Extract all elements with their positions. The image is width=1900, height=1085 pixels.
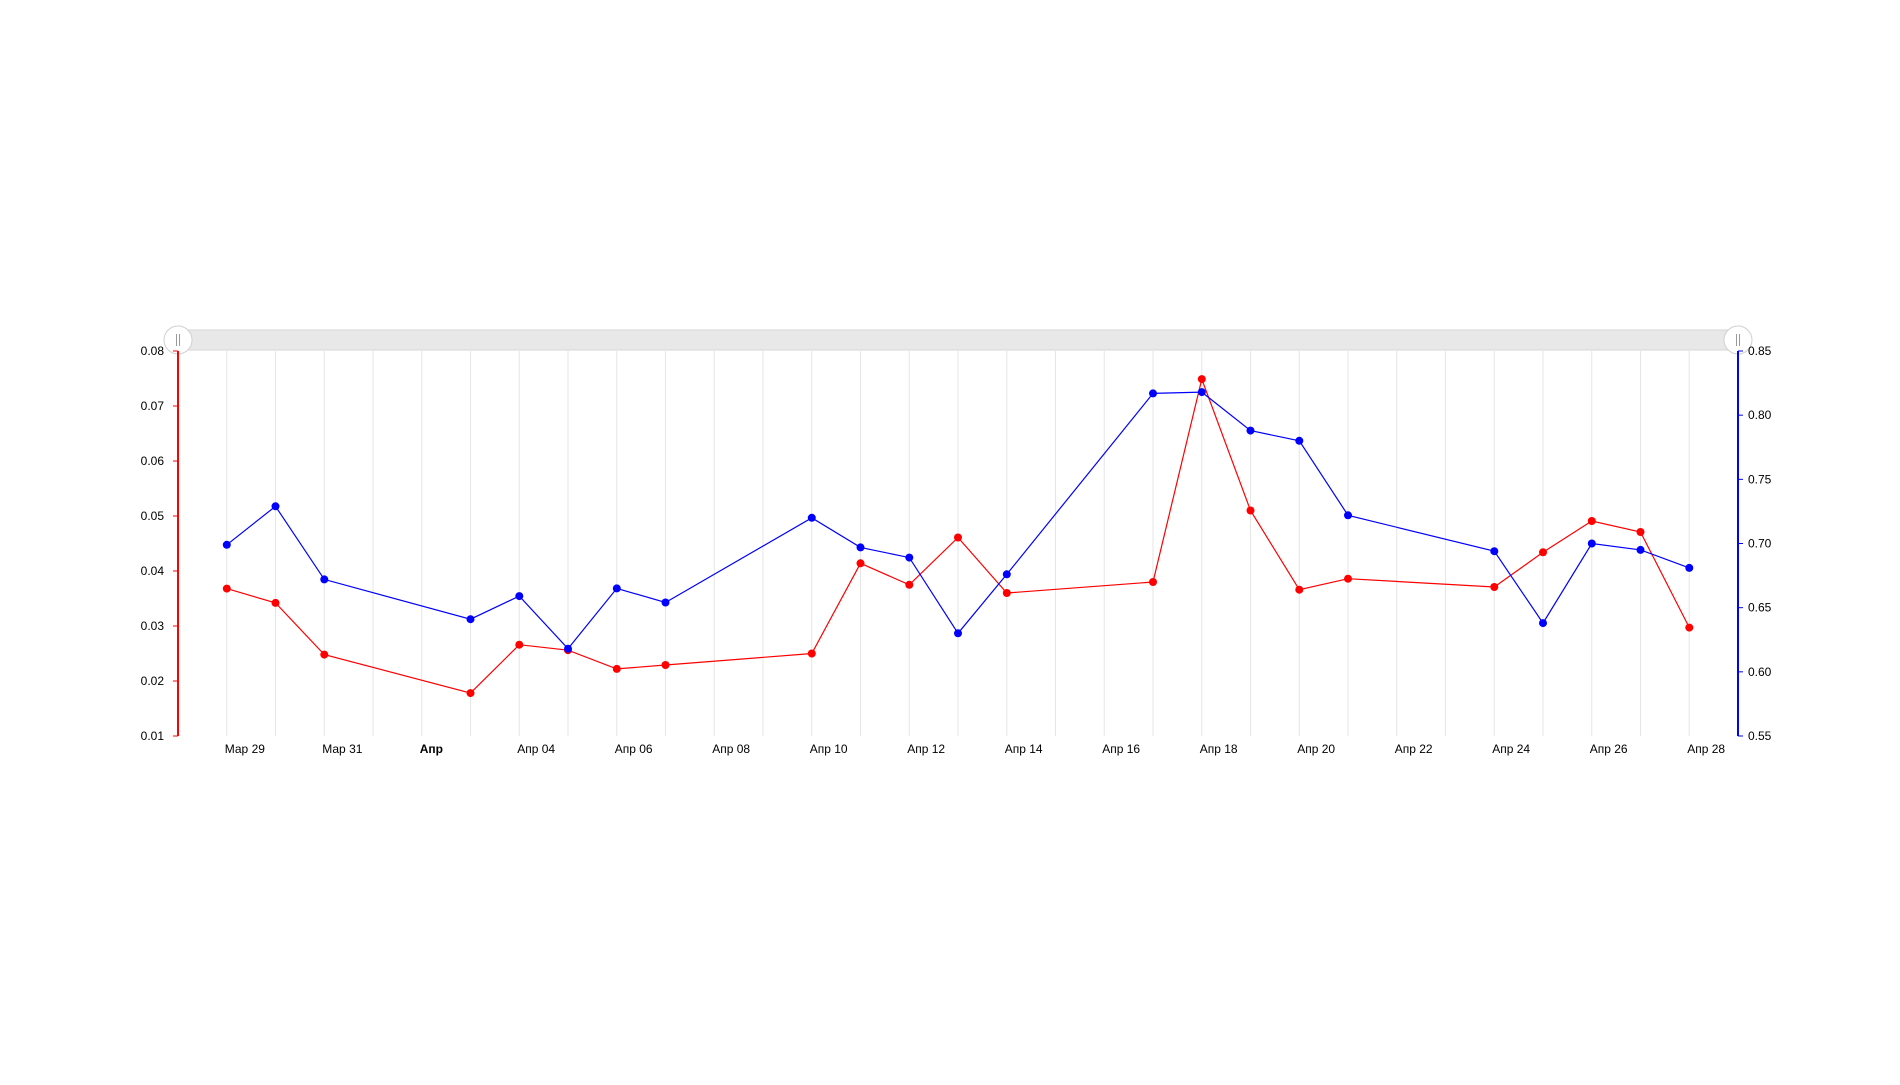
- series-0-point: [1246, 506, 1255, 515]
- series-1-point: [856, 543, 865, 552]
- series-1-point: [954, 629, 962, 638]
- x-axis-tick-label: Апр 28: [1687, 742, 1725, 756]
- x-axis-tick-label: Апр 12: [907, 742, 945, 756]
- right-axis-tick-label: 0.85: [1748, 344, 1772, 358]
- scrollbar-track[interactable]: [177, 329, 1739, 351]
- series-1-point: [1344, 511, 1352, 520]
- series-0-point: [1685, 623, 1694, 632]
- right-axis-tick-label: 0.75: [1748, 472, 1772, 486]
- left-axis-tick-label: 0.06: [141, 454, 165, 468]
- x-axis-tick-label: Апр 26: [1590, 742, 1628, 756]
- left-axis-tick-label: 0.08: [141, 344, 165, 358]
- right-axis-tick-label: 0.65: [1748, 601, 1772, 615]
- series-0-point: [856, 559, 865, 568]
- series-1-point: [661, 598, 670, 607]
- right-axis-tick-label: 0.80: [1748, 408, 1772, 422]
- series-1-point: [905, 553, 914, 562]
- series-0-point: [1197, 375, 1206, 384]
- series-0-point: [466, 689, 475, 698]
- series-0-point: [515, 640, 524, 649]
- series-0-point: [271, 598, 280, 607]
- series-0-point: [1002, 589, 1011, 597]
- left-axis-tick-label: 0.02: [141, 674, 165, 688]
- series-0-point: [612, 664, 621, 673]
- x-axis-tick-label: Апр 16: [1102, 742, 1140, 756]
- x-axis-tick-label: Апр: [420, 742, 443, 756]
- series-1-point: [271, 502, 280, 511]
- series-0-point: [1149, 578, 1157, 586]
- tick-labels: 0.01 0.02 0.03 0.04 0.05 0.06 0.07 0.08 0.55 0.60…: [141, 344, 1772, 756]
- left-axis-tick-label: 0.04: [141, 564, 165, 578]
- series-0-point: [1636, 528, 1645, 536]
- series-1-point: [1149, 389, 1157, 398]
- x-axis-tick-label: Апр 06: [615, 742, 653, 756]
- right-axis-tick-label: 0.55: [1748, 729, 1772, 743]
- series-0-point: [1539, 548, 1547, 557]
- series-1-point: [564, 644, 572, 653]
- series-0-point: [320, 650, 329, 659]
- series-0-point: [222, 584, 231, 593]
- axes: [173, 350, 1743, 737]
- series-0-point: [1295, 585, 1304, 594]
- series-1-point: [515, 592, 524, 601]
- series-1-point: [1295, 436, 1304, 445]
- series-1-point: [1490, 547, 1499, 556]
- series-0-point: [1344, 574, 1352, 583]
- x-axis-tick-label: Апр 24: [1492, 742, 1530, 756]
- series-1-point: [1539, 619, 1547, 628]
- series-1-point: [1587, 539, 1596, 548]
- series-0-point: [1587, 517, 1596, 525]
- series-0-point: [1490, 583, 1499, 591]
- scrollbar[interactable]: [163, 325, 1753, 355]
- series-0-point: [661, 661, 670, 669]
- series-1-point: [1246, 426, 1255, 435]
- x-axis-tick-label: Апр 10: [810, 742, 848, 756]
- left-axis-tick-label: 0.03: [141, 619, 165, 633]
- series-1-point: [1636, 545, 1645, 554]
- series-0-point: [954, 533, 962, 542]
- series-0-point: [807, 649, 816, 658]
- series-1-point: [222, 540, 231, 549]
- x-axis-tick-label: Апр 22: [1395, 742, 1433, 756]
- series-1-point: [1002, 570, 1011, 579]
- left-axis-tick-label: 0.07: [141, 399, 165, 413]
- series-layer: [222, 375, 1694, 698]
- scrollbar-left-grip[interactable]: [163, 325, 193, 355]
- series-1-point: [1197, 388, 1206, 397]
- series-0-point: [905, 580, 914, 589]
- x-axis-tick-label: Апр 20: [1297, 742, 1335, 756]
- right-axis-tick-label: 0.60: [1748, 665, 1772, 679]
- left-axis-tick-label: 0.05: [141, 509, 165, 523]
- x-axis-tick-label: Апр 18: [1200, 742, 1238, 756]
- left-axis-tick-label: 0.01: [141, 729, 165, 743]
- series-1-point: [807, 513, 816, 522]
- series-1-point: [320, 575, 329, 584]
- x-axis-tick-label: Апр 04: [517, 742, 555, 756]
- x-axis-tick-label: Апр 14: [1005, 742, 1043, 756]
- x-axis-tick-label: Мар 31: [322, 742, 362, 756]
- series-1-point: [466, 615, 475, 624]
- series-1-point: [612, 584, 621, 593]
- x-axis-tick-label: Апр 08: [712, 742, 750, 756]
- series-1-point: [1685, 563, 1694, 572]
- right-axis-tick-label: 0.70: [1748, 537, 1772, 551]
- grid-layer: [226, 351, 1690, 736]
- x-axis-tick-label: Мар 29: [225, 742, 265, 756]
